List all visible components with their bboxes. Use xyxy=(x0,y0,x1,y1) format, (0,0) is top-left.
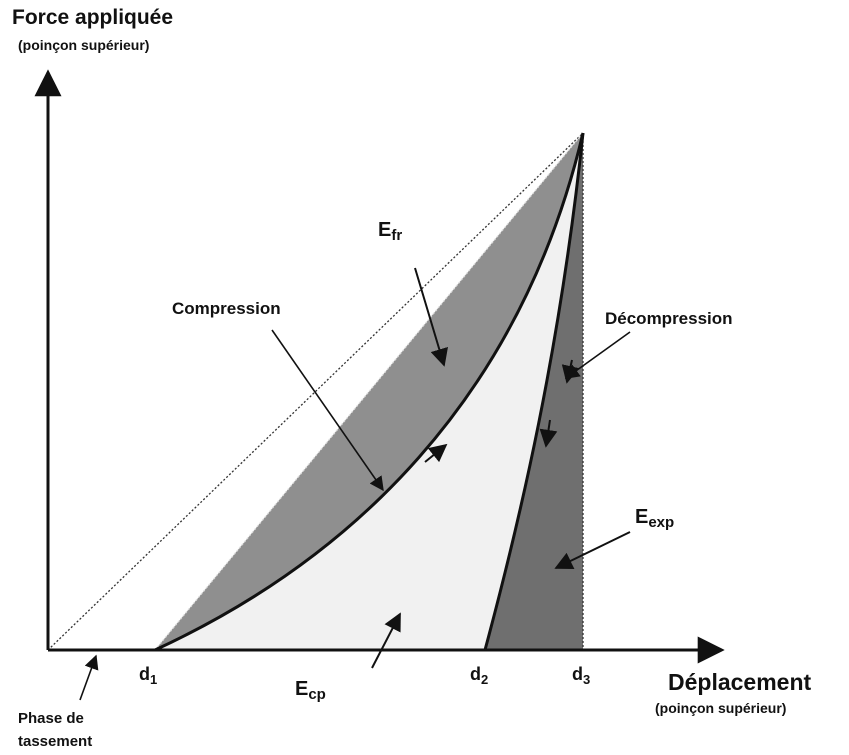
tick-main: d xyxy=(470,664,481,684)
region-compaction xyxy=(155,133,583,650)
tick-sub: 1 xyxy=(150,672,157,687)
pointer xyxy=(371,612,401,669)
efr-label: Efr xyxy=(378,219,402,244)
decompression-label: Décompression xyxy=(605,309,733,328)
tick-label: d1 xyxy=(139,664,157,687)
curve-arrow xyxy=(539,419,558,448)
tick-main: d xyxy=(139,664,150,684)
label-main: E xyxy=(295,678,308,700)
tick-label: d2 xyxy=(470,664,488,687)
pointer xyxy=(414,267,448,367)
tick-sub: 2 xyxy=(481,672,488,687)
curve-arrow xyxy=(424,443,448,463)
y-axis-subtitle: (poinçon supérieur) xyxy=(18,37,149,53)
label-sub: exp xyxy=(648,514,674,531)
eexp-label: Eexp xyxy=(635,506,674,531)
pointer xyxy=(554,531,631,570)
ecp-label: Ecp xyxy=(295,678,326,703)
pointer xyxy=(564,331,631,379)
label-main: E xyxy=(635,506,648,528)
x-axis-title: Déplacement xyxy=(668,669,812,695)
x-axis-subtitle: (poinçon supérieur) xyxy=(655,700,786,716)
region-friction xyxy=(155,133,583,650)
phase-label: Phase de xyxy=(18,710,84,727)
tick-label: d3 xyxy=(572,664,590,687)
decompression-curve xyxy=(483,132,585,651)
label-sub: cp xyxy=(308,686,326,703)
phase-label: tassement xyxy=(18,733,92,750)
pointer xyxy=(79,654,99,701)
region-expansion xyxy=(485,133,583,650)
tick-main: d xyxy=(572,664,583,684)
label-sub: fr xyxy=(391,227,402,244)
label-main: E xyxy=(378,219,391,241)
y-axis-title: Force appliquée xyxy=(12,6,173,29)
compression-curve xyxy=(154,132,585,652)
pointer xyxy=(271,329,384,492)
tick-sub: 3 xyxy=(583,672,590,687)
compression-label: Compression xyxy=(172,299,281,318)
